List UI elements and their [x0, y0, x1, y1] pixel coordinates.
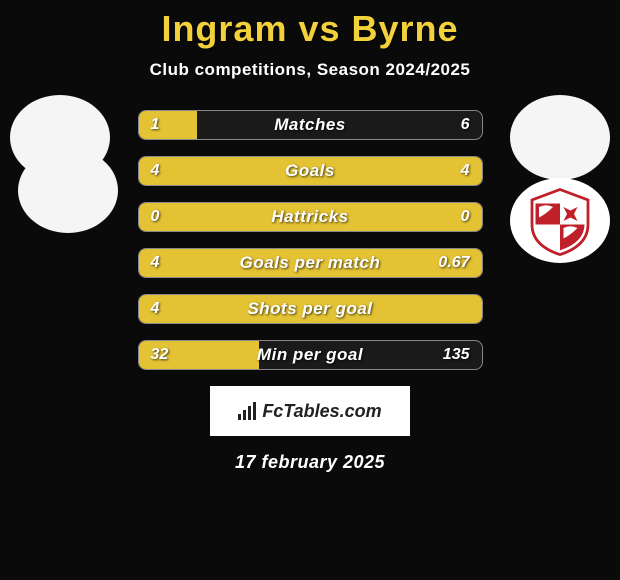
bars-icon	[238, 402, 256, 420]
team-left-badge	[18, 148, 118, 233]
team-right-badge	[510, 178, 610, 263]
stat-row: 4Shots per goal	[138, 294, 483, 324]
stat-label: Matches	[139, 111, 482, 139]
stat-row: 32Min per goal135	[138, 340, 483, 370]
shield-icon	[525, 186, 595, 256]
stat-label: Shots per goal	[139, 295, 482, 323]
stat-right-value: 6	[461, 111, 470, 139]
stat-right-value: 135	[443, 341, 470, 369]
page-title: Ingram vs Byrne	[0, 8, 620, 50]
logo-text: FcTables.com	[262, 401, 381, 422]
stat-right-value: 4	[461, 157, 470, 185]
stat-right-value: 0	[461, 203, 470, 231]
comparison-card: Ingram vs Byrne Club competitions, Seaso…	[0, 0, 620, 580]
source-logo: FcTables.com	[210, 386, 410, 436]
stat-label: Goals	[139, 157, 482, 185]
date-label: 17 february 2025	[0, 452, 620, 473]
stat-label: Goals per match	[139, 249, 482, 277]
subtitle: Club competitions, Season 2024/2025	[0, 60, 620, 80]
stat-row: 4Goals4	[138, 156, 483, 186]
player-right-avatar	[510, 95, 610, 180]
stat-label: Hattricks	[139, 203, 482, 231]
stats-panel: 1Matches64Goals40Hattricks04Goals per ma…	[138, 110, 483, 370]
stat-row: 1Matches6	[138, 110, 483, 140]
stat-row: 0Hattricks0	[138, 202, 483, 232]
stat-right-value: 0.67	[438, 249, 469, 277]
stat-label: Min per goal	[139, 341, 482, 369]
stat-row: 4Goals per match0.67	[138, 248, 483, 278]
